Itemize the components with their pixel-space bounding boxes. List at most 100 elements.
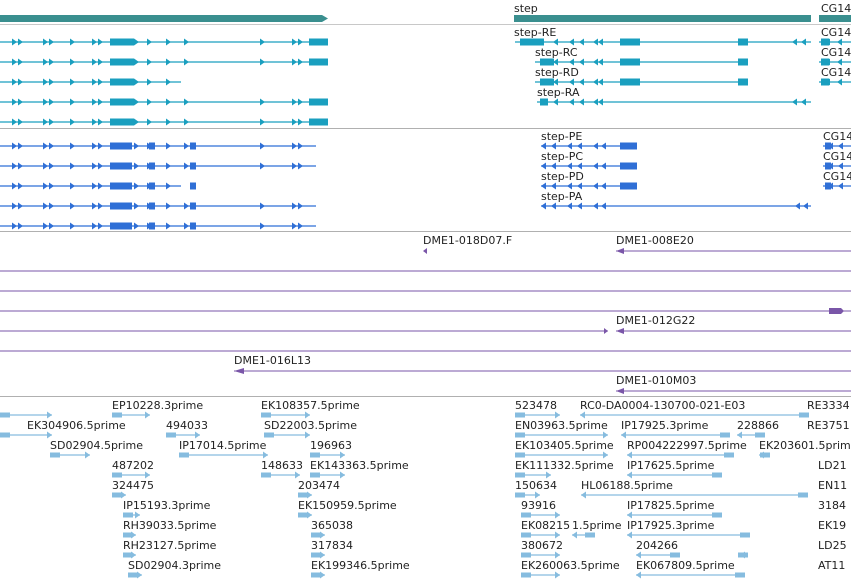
est-feature[interactable]	[627, 531, 750, 539]
est-feature[interactable]	[737, 431, 765, 439]
est-feature[interactable]	[123, 551, 136, 559]
exon-arrow	[553, 98, 558, 106]
transcript-model[interactable]	[515, 38, 811, 46]
gene-bar[interactable]	[0, 15, 328, 22]
exon-arrow	[298, 38, 303, 46]
exon-block	[740, 532, 750, 538]
exon-arrow	[627, 531, 632, 539]
exon-block	[821, 38, 829, 46]
gene-bar-cg[interactable]	[819, 15, 851, 22]
exon-block	[620, 142, 637, 150]
protein-model[interactable]	[541, 142, 637, 150]
transcript-model[interactable]	[0, 58, 328, 66]
est-feature[interactable]	[515, 431, 608, 439]
est-feature[interactable]	[179, 451, 268, 459]
est-feature[interactable]	[627, 471, 722, 479]
est-label: 196963	[310, 439, 352, 452]
est-feature[interactable]	[627, 511, 722, 519]
est-feature[interactable]	[310, 451, 345, 459]
est-feature[interactable]	[521, 551, 560, 559]
est-feature[interactable]	[0, 411, 52, 419]
est-feature[interactable]	[311, 571, 325, 579]
transcript-model[interactable]	[0, 78, 181, 86]
est-feature[interactable]	[264, 431, 310, 439]
protein-model[interactable]	[541, 182, 637, 190]
est-feature[interactable]	[0, 431, 52, 439]
protein-model[interactable]	[0, 162, 316, 170]
protein-model[interactable]	[0, 142, 316, 150]
est-feature[interactable]	[166, 431, 200, 439]
transcript-model[interactable]	[0, 118, 328, 126]
est-feature[interactable]	[621, 431, 730, 439]
exon-arrow	[184, 98, 189, 106]
est-feature[interactable]	[572, 531, 595, 539]
est-feature[interactable]	[580, 411, 809, 419]
est-feature[interactable]	[738, 551, 748, 559]
est-feature[interactable]	[521, 571, 560, 579]
clone-marker[interactable]	[423, 248, 427, 254]
est-feature[interactable]	[521, 511, 560, 519]
est-feature[interactable]	[298, 491, 312, 499]
est-feature[interactable]	[112, 491, 126, 499]
exon-arrow	[12, 162, 17, 170]
est-feature[interactable]	[515, 491, 540, 499]
protein-model[interactable]	[823, 162, 851, 170]
protein-model[interactable]	[823, 142, 851, 150]
est-label: 317834	[311, 539, 353, 552]
exon-arrow	[43, 98, 48, 106]
transcript-model[interactable]	[537, 98, 811, 106]
exon-arrow	[580, 411, 585, 419]
est-feature[interactable]	[123, 511, 140, 519]
est-feature[interactable]	[112, 471, 150, 479]
protein-model[interactable]	[541, 162, 637, 170]
exon-arrow	[134, 98, 139, 106]
transcript-model[interactable]	[535, 78, 748, 86]
protein-model[interactable]	[0, 202, 316, 210]
exon-arrow	[49, 202, 54, 210]
est-feature[interactable]	[311, 551, 325, 559]
exon-arrow	[298, 118, 303, 126]
est-feature[interactable]	[298, 511, 312, 519]
est-feature[interactable]	[636, 551, 680, 559]
est-feature[interactable]	[759, 451, 770, 459]
est-feature[interactable]	[128, 571, 142, 579]
est-label: SD02904.5prime	[50, 439, 143, 452]
transcript-model[interactable]	[819, 58, 851, 66]
est-feature[interactable]	[311, 531, 325, 539]
est-feature[interactable]	[521, 531, 560, 539]
est-feature[interactable]	[627, 451, 734, 459]
est-feature[interactable]	[515, 471, 551, 479]
est-feature[interactable]	[310, 471, 345, 479]
exon-arrow	[292, 142, 297, 150]
exon-arrow	[601, 182, 606, 190]
est-feature[interactable]	[515, 411, 560, 419]
exon-arrow	[636, 571, 641, 579]
transcript-model[interactable]	[819, 38, 851, 46]
est-feature[interactable]	[123, 531, 136, 539]
exon-arrow	[577, 162, 582, 170]
est-feature[interactable]	[261, 411, 310, 419]
exon-block	[309, 38, 328, 46]
est-feature[interactable]	[636, 571, 745, 579]
transcript-model[interactable]	[0, 98, 328, 106]
est-feature[interactable]	[112, 411, 150, 419]
est-label: 523478	[515, 399, 557, 412]
est-feature[interactable]	[581, 491, 808, 499]
protein-model[interactable]	[0, 222, 316, 230]
est-feature[interactable]	[515, 451, 608, 459]
transcript-model[interactable]	[819, 78, 851, 86]
exon-block	[712, 512, 722, 518]
protein-model[interactable]	[0, 182, 196, 190]
protein-model[interactable]	[823, 182, 851, 190]
clone-marker	[616, 248, 624, 254]
gene-bar-step[interactable]	[514, 15, 811, 22]
est-feature[interactable]	[50, 451, 90, 459]
protein-model[interactable]	[541, 202, 811, 210]
exon-block	[110, 118, 134, 126]
exon-arrow	[838, 182, 843, 190]
transcript-model[interactable]	[0, 38, 328, 46]
exon-arrow	[166, 98, 171, 106]
exon-arrow	[166, 78, 171, 86]
transcript-model[interactable]	[535, 58, 748, 66]
est-feature[interactable]	[261, 471, 300, 479]
